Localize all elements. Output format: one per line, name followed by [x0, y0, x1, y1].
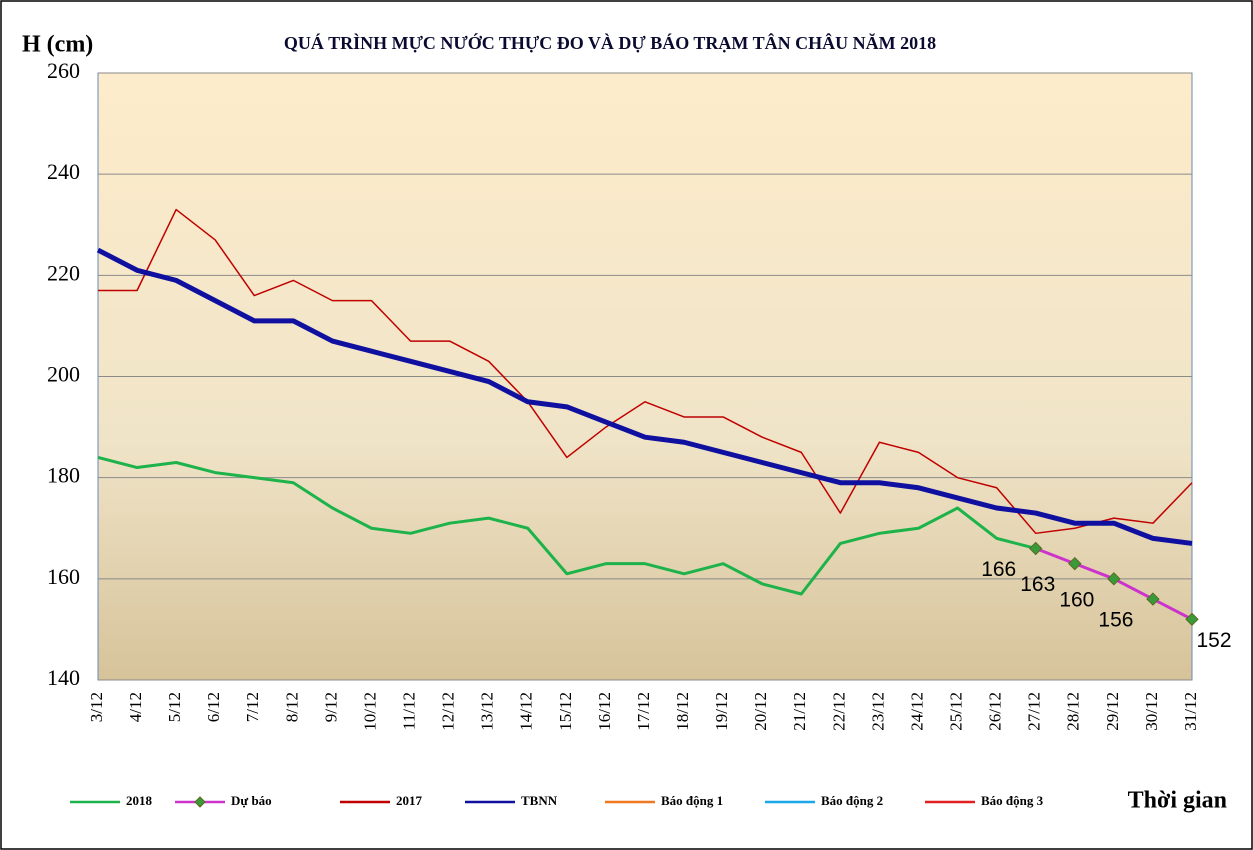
legend-label: Dự báo	[231, 793, 272, 808]
x-tick-label: 29/12	[1103, 692, 1122, 731]
x-tick-label: 12/12	[439, 692, 458, 731]
x-tick-label: 25/12	[946, 692, 965, 731]
y-tick-label: 260	[47, 58, 80, 83]
x-tick-label: 13/12	[478, 692, 497, 731]
data-label: 160	[1059, 588, 1094, 611]
x-tick-label: 9/12	[321, 692, 340, 722]
x-tick-label: 10/12	[360, 692, 379, 731]
x-tick-label: 31/12	[1181, 692, 1200, 731]
x-tick-label: 20/12	[751, 692, 770, 731]
y-tick-label: 240	[47, 159, 80, 184]
y-tick-label: 160	[47, 564, 80, 589]
data-label: 156	[1098, 609, 1133, 632]
series-line	[96, 247, 1193, 546]
x-tick-label: 18/12	[673, 692, 692, 731]
marker	[1107, 572, 1121, 586]
y-tick-label: 200	[47, 362, 80, 387]
x-tick-label: 15/12	[556, 692, 575, 731]
legend-label: Báo động 2	[821, 793, 883, 808]
x-tick-label: 8/12	[282, 692, 301, 722]
series-line	[97, 455, 1037, 596]
x-tick-label: 22/12	[829, 692, 848, 731]
x-tick-label: 27/12	[1025, 692, 1044, 731]
x-tick-label: 11/12	[399, 692, 418, 730]
legend-marker	[194, 796, 206, 808]
y-tick-label: 220	[47, 260, 80, 285]
marker	[1146, 592, 1160, 606]
marker	[1029, 541, 1043, 556]
x-tick-label: 4/12	[126, 692, 145, 722]
x-tick-label: 26/12	[986, 692, 1005, 731]
data-label: 163	[1020, 573, 1055, 596]
legend-label: 2018	[126, 793, 153, 808]
x-tick-label: 28/12	[1064, 692, 1083, 731]
data-label: 166	[981, 558, 1016, 581]
chart-title: QUÁ TRÌNH MỰC NƯỚC THỰC ĐO VÀ DỰ BÁO TRẠ…	[284, 32, 936, 53]
x-tick-label: 19/12	[712, 692, 731, 731]
x-axis-label: Thời gian	[1128, 788, 1227, 814]
x-tick-label: 30/12	[1142, 692, 1161, 731]
x-tick-label: 5/12	[165, 692, 184, 722]
legend-label: 2017	[396, 793, 423, 808]
x-tick-label: 7/12	[243, 692, 262, 722]
marker	[1185, 612, 1199, 627]
series-line	[98, 208, 1193, 535]
y-axis-label: H (cm)	[22, 32, 93, 58]
x-tick-label: 6/12	[204, 692, 223, 722]
marker	[1068, 556, 1082, 571]
x-tick-label: 14/12	[517, 692, 536, 731]
legend-label: TBNN	[521, 793, 558, 808]
y-tick-label: 140	[47, 665, 80, 690]
x-tick-label: 21/12	[790, 692, 809, 731]
legend-label: Báo động 1	[661, 793, 723, 808]
x-tick-label: 3/12	[87, 692, 106, 722]
x-tick-label: 23/12	[868, 692, 887, 731]
x-tick-label: 16/12	[595, 692, 614, 731]
x-tick-label: 17/12	[634, 692, 653, 731]
y-tick-label: 180	[47, 463, 80, 488]
x-tick-label: 24/12	[907, 692, 926, 731]
legend-label: Báo động 3	[981, 793, 1044, 808]
data-label: 152	[1196, 629, 1231, 652]
